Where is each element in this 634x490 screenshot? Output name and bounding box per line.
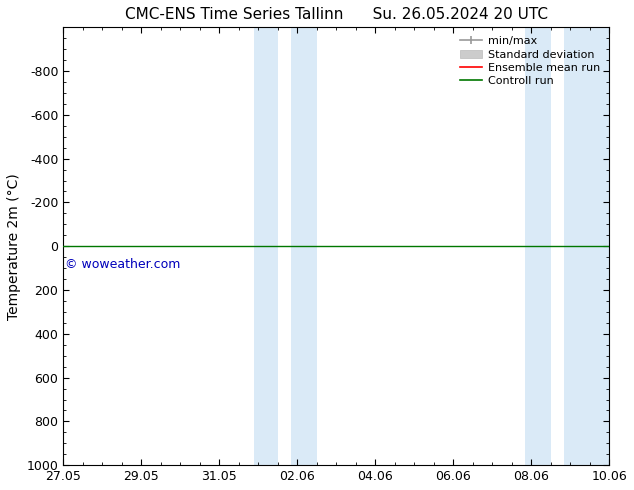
Bar <box>526 27 551 465</box>
Title: CMC-ENS Time Series Tallinn      Su. 26.05.2024 20 UTC: CMC-ENS Time Series Tallinn Su. 26.05.20… <box>125 7 548 22</box>
Y-axis label: Temperature 2m (°C): Temperature 2m (°C) <box>7 173 21 319</box>
Bar <box>254 27 278 465</box>
Text: © woweather.com: © woweather.com <box>65 258 181 271</box>
Bar <box>292 27 317 465</box>
Bar <box>564 27 609 465</box>
Legend: min/max, Standard deviation, Ensemble mean run, Controll run: min/max, Standard deviation, Ensemble me… <box>457 33 604 90</box>
